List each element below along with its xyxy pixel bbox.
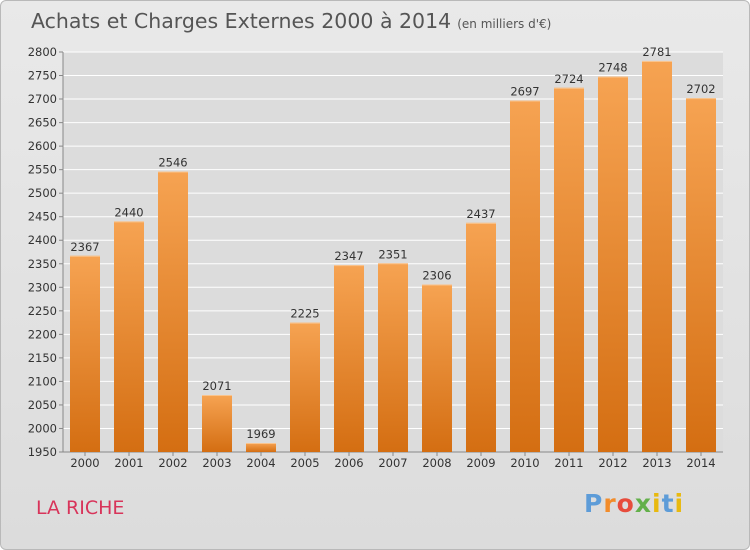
y-tick-label: 2000 [28,421,57,435]
bar [246,443,276,452]
y-tick-label: 2650 [28,116,57,130]
chart-subtitle: (en milliers d'€) [457,17,552,31]
bar [378,263,408,452]
data-label: 2702 [686,82,715,96]
commune-name: LA RICHE [36,497,125,519]
y-tick-label: 2550 [28,163,57,177]
bar [422,284,452,452]
y-tick-label: 2300 [28,280,57,294]
proxiti-logo: Proxiti [584,489,685,518]
y-tick-label: 2700 [28,92,57,106]
data-label: 2347 [334,249,363,263]
y-tick-label: 2800 [28,45,57,59]
x-tick-label: 2000 [70,456,99,470]
y-tick-label: 1950 [28,445,57,459]
title-text: Achats et Charges Externes 2000 à 2014 [31,9,452,33]
data-label: 2367 [70,240,99,254]
x-tick-label: 2011 [554,456,583,470]
data-label: 2306 [422,268,451,282]
y-tick-label: 2600 [28,139,57,153]
bar [642,60,672,453]
data-label: 2697 [510,84,539,98]
y-tick-label: 2400 [28,233,57,247]
y-tick-label: 2250 [28,304,57,318]
x-tick-label: 2013 [642,456,671,470]
y-tick-label: 2100 [28,374,57,388]
data-label: 2071 [202,379,231,393]
x-tick-label: 2010 [510,456,539,470]
bar [686,98,716,452]
y-tick-label: 2050 [28,398,57,412]
x-tick-label: 2003 [202,456,231,470]
x-tick-label: 2004 [246,456,275,470]
y-tick-label: 2750 [28,69,57,83]
bar [466,222,496,452]
y-tick-label: 2500 [28,186,57,200]
x-tick-label: 2005 [290,456,319,470]
x-tick-label: 2007 [378,456,407,470]
x-tick-label: 2009 [466,456,495,470]
data-label: 2351 [378,247,407,261]
bar [598,76,628,453]
x-tick-label: 2002 [158,456,187,470]
bar [334,265,364,452]
data-label: 2724 [554,72,583,86]
bar [70,255,100,452]
bar [554,87,584,452]
bar [158,171,188,452]
data-label: 2437 [466,207,495,221]
bar [202,395,232,452]
x-tick-label: 2014 [686,456,715,470]
y-tick-label: 2150 [28,351,57,365]
y-tick-label: 2350 [28,257,57,271]
data-label: 2781 [642,45,671,59]
bar [114,221,144,452]
bar [290,322,320,452]
y-tick-label: 2450 [28,210,57,224]
data-label: 1969 [246,427,275,441]
x-tick-label: 2006 [334,456,363,470]
x-tick-label: 2001 [114,456,143,470]
data-label: 2440 [114,205,143,219]
y-tick-label: 2200 [28,327,57,341]
x-tick-label: 2008 [422,456,451,470]
data-label: 2546 [158,156,187,170]
data-label: 2748 [598,60,627,74]
bar [510,100,540,453]
data-label: 2225 [290,307,319,321]
chart-title: Achats et Charges Externes 2000 à 2014 (e… [31,9,551,33]
x-tick-label: 2012 [598,456,627,470]
